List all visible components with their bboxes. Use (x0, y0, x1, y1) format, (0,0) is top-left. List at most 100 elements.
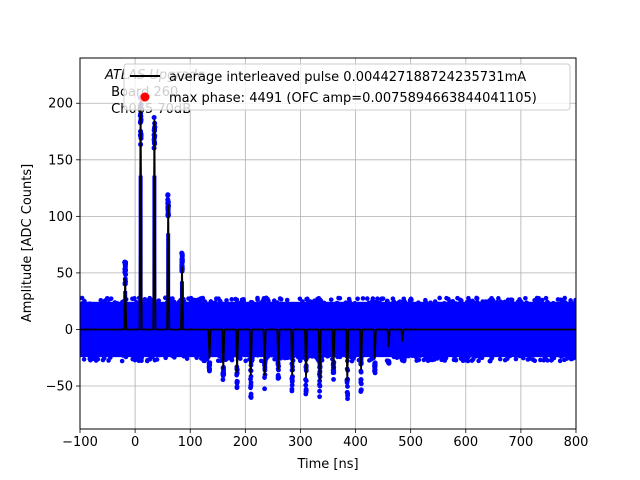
dip-point (262, 375, 267, 380)
sample-point (381, 347, 387, 353)
sample-point (450, 299, 456, 304)
sample-point (152, 357, 158, 363)
sample-point (123, 354, 129, 360)
sample-point (170, 353, 175, 359)
sample-point (277, 306, 283, 311)
sample-point (513, 302, 519, 307)
sample-point (497, 356, 503, 362)
sample-point (142, 297, 148, 302)
legend: average interleaved pulse 0.004427188724… (123, 63, 571, 111)
sample-point (181, 353, 187, 359)
sample-point (380, 306, 385, 312)
sample-point (547, 306, 552, 312)
sample-point (504, 352, 510, 357)
sample-point (499, 306, 505, 311)
sample-point (539, 297, 545, 303)
sample-point (412, 305, 418, 311)
dip-point (303, 388, 309, 394)
sample-point (255, 295, 260, 301)
sample-point (243, 349, 248, 354)
sample-point (338, 304, 343, 310)
sample-point (504, 300, 509, 305)
spike-point (179, 252, 185, 258)
sample-point (224, 298, 229, 303)
dip-point (248, 374, 254, 379)
sample-point (330, 305, 336, 311)
sample-point (360, 296, 366, 301)
dip-point (317, 388, 323, 394)
sample-point (240, 297, 246, 303)
sample-point (309, 305, 315, 311)
sample-point (328, 297, 334, 302)
legend-box (123, 63, 571, 111)
dip-point (399, 351, 405, 357)
sample-point (380, 351, 386, 357)
sample-point (551, 355, 557, 361)
sample-point (310, 300, 316, 306)
sample-point (200, 295, 206, 301)
dip-point (372, 361, 378, 367)
dip-point (303, 378, 309, 384)
sample-point (255, 352, 261, 358)
sample-point (198, 356, 204, 361)
x-tick-label: 0 (131, 435, 139, 450)
sample-point (351, 305, 357, 310)
sample-point (249, 304, 254, 310)
sample-point (226, 302, 232, 308)
sample-point (520, 355, 526, 361)
sample-point (146, 352, 152, 358)
sample-point (539, 306, 545, 312)
sample-point (455, 306, 460, 311)
sample-point (232, 302, 238, 307)
sample-point (134, 299, 139, 305)
sample-point (202, 299, 208, 304)
sample-point (160, 351, 166, 356)
sample-point (498, 299, 504, 305)
dip-point (248, 383, 254, 389)
sample-point (429, 357, 435, 363)
sample-point (565, 302, 571, 307)
sample-point (136, 348, 141, 354)
y-tick-label: −50 (46, 380, 73, 395)
sample-point (320, 305, 325, 311)
sample-point (214, 296, 219, 301)
x-tick-label: 400 (343, 435, 368, 450)
sample-point (446, 305, 452, 310)
sample-point (274, 300, 280, 305)
sample-point (104, 295, 110, 301)
dip-point (289, 382, 295, 388)
sample-point (465, 301, 470, 306)
dip-point (234, 384, 240, 390)
dip-point (262, 386, 268, 392)
sample-point (475, 299, 480, 305)
sample-point (212, 306, 218, 312)
sample-point (223, 356, 229, 362)
dip-point (275, 374, 281, 379)
spike-point (151, 114, 157, 120)
dip-point (358, 389, 364, 394)
dip-point (303, 382, 309, 388)
x-axis-label: Time [ns] (296, 457, 358, 472)
sample-point (456, 301, 462, 307)
sample-point (189, 303, 195, 309)
sample-point (348, 354, 354, 360)
sample-point (536, 347, 542, 353)
x-tick-label: 800 (564, 435, 589, 450)
sample-point (98, 349, 104, 354)
sample-point (187, 351, 192, 357)
x-tick-label: 300 (288, 435, 313, 450)
sample-point (204, 353, 210, 359)
y-axis-label: Amplitude [ADC Counts] (20, 164, 35, 322)
sample-point (487, 349, 493, 355)
sample-point (476, 347, 482, 353)
x-tick-label: 500 (398, 435, 423, 450)
sample-point (249, 300, 255, 305)
sample-point (291, 306, 297, 311)
sample-point (81, 303, 87, 308)
sample-point (106, 358, 111, 363)
sample-point (532, 301, 537, 307)
average-pulse (80, 96, 576, 382)
sample-point (273, 356, 279, 362)
sample-point (523, 295, 528, 301)
sample-point (373, 299, 379, 305)
